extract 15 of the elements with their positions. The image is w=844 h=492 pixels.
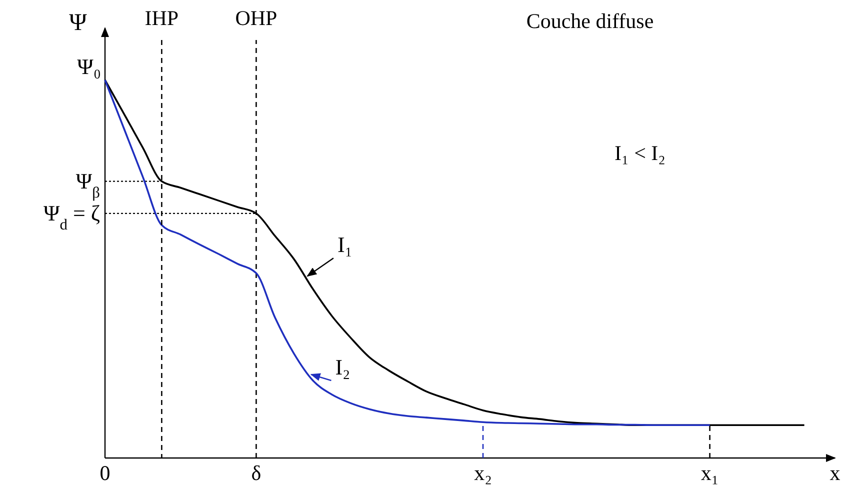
x-tick-label: δ <box>251 461 262 485</box>
annotation: Ψ₀ <box>77 54 101 79</box>
x-tick-label: x₂ <box>474 461 492 485</box>
x-tick-label: 0 <box>100 461 110 485</box>
text: IHP <box>144 6 179 30</box>
ref-line-label: Ψ$_{β}$ <box>76 168 100 201</box>
x-tick-label: x₁ <box>700 461 719 485</box>
y-axis-title: Ψ <box>69 10 88 36</box>
legend-label: I₂ <box>335 354 350 380</box>
series-label: I₁ <box>337 232 352 258</box>
annotation: I₁ < I₂ <box>614 141 666 165</box>
ref-line-label: Ψ$_{d}$ = ζ <box>44 200 100 233</box>
ref-line-label: OHP <box>235 6 278 30</box>
x-axis-title: x <box>830 461 841 485</box>
text: Couche diffuse <box>526 9 654 33</box>
